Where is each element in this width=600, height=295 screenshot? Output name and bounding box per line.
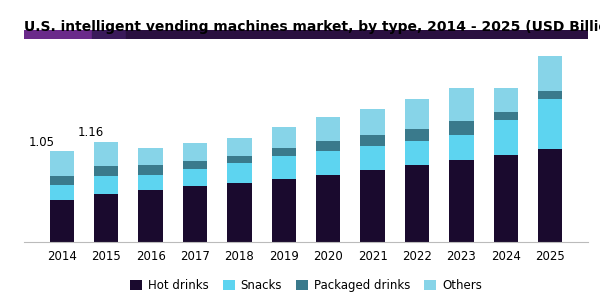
Bar: [139, 190, 163, 242]
Bar: [316, 117, 340, 141]
Bar: [361, 135, 385, 146]
Bar: [272, 179, 296, 242]
Bar: [405, 99, 429, 129]
Bar: [272, 156, 296, 179]
Text: 1.05: 1.05: [29, 136, 55, 149]
Bar: [361, 170, 385, 242]
Bar: [272, 127, 296, 148]
Bar: [183, 143, 207, 161]
Bar: [227, 138, 251, 155]
Bar: [538, 56, 562, 91]
Bar: [227, 155, 251, 163]
Bar: [449, 135, 473, 160]
Bar: [538, 91, 562, 99]
Bar: [50, 201, 74, 242]
Bar: [538, 99, 562, 149]
Bar: [24, 30, 92, 39]
Bar: [125, 30, 588, 39]
Bar: [405, 129, 429, 141]
Bar: [50, 151, 74, 176]
Bar: [139, 165, 163, 175]
Bar: [272, 148, 296, 156]
Bar: [94, 176, 118, 194]
Bar: [183, 161, 207, 169]
Bar: [494, 155, 518, 242]
Bar: [227, 183, 251, 242]
Bar: [50, 176, 74, 185]
Bar: [316, 151, 340, 175]
Bar: [449, 160, 473, 242]
Bar: [316, 141, 340, 151]
Bar: [94, 166, 118, 176]
Bar: [538, 149, 562, 242]
Bar: [94, 194, 118, 242]
Bar: [449, 88, 473, 121]
Bar: [494, 112, 518, 120]
Bar: [494, 120, 518, 155]
Bar: [94, 142, 118, 166]
Text: U.S. intelligent vending machines market, by type, 2014 - 2025 (USD Billion): U.S. intelligent vending machines market…: [24, 20, 600, 34]
Bar: [316, 175, 340, 242]
Bar: [361, 109, 385, 135]
Bar: [449, 121, 473, 135]
Bar: [227, 163, 251, 183]
Legend: Hot drinks, Snacks, Packaged drinks, Others: Hot drinks, Snacks, Packaged drinks, Oth…: [125, 274, 487, 295]
Bar: [50, 185, 74, 201]
Bar: [405, 165, 429, 242]
Bar: [139, 148, 163, 165]
Text: 1.16: 1.16: [77, 126, 104, 139]
Bar: [361, 146, 385, 170]
Bar: [405, 141, 429, 165]
Bar: [139, 175, 163, 190]
Bar: [92, 30, 125, 39]
Bar: [494, 88, 518, 112]
Bar: [183, 169, 207, 186]
Bar: [183, 186, 207, 242]
